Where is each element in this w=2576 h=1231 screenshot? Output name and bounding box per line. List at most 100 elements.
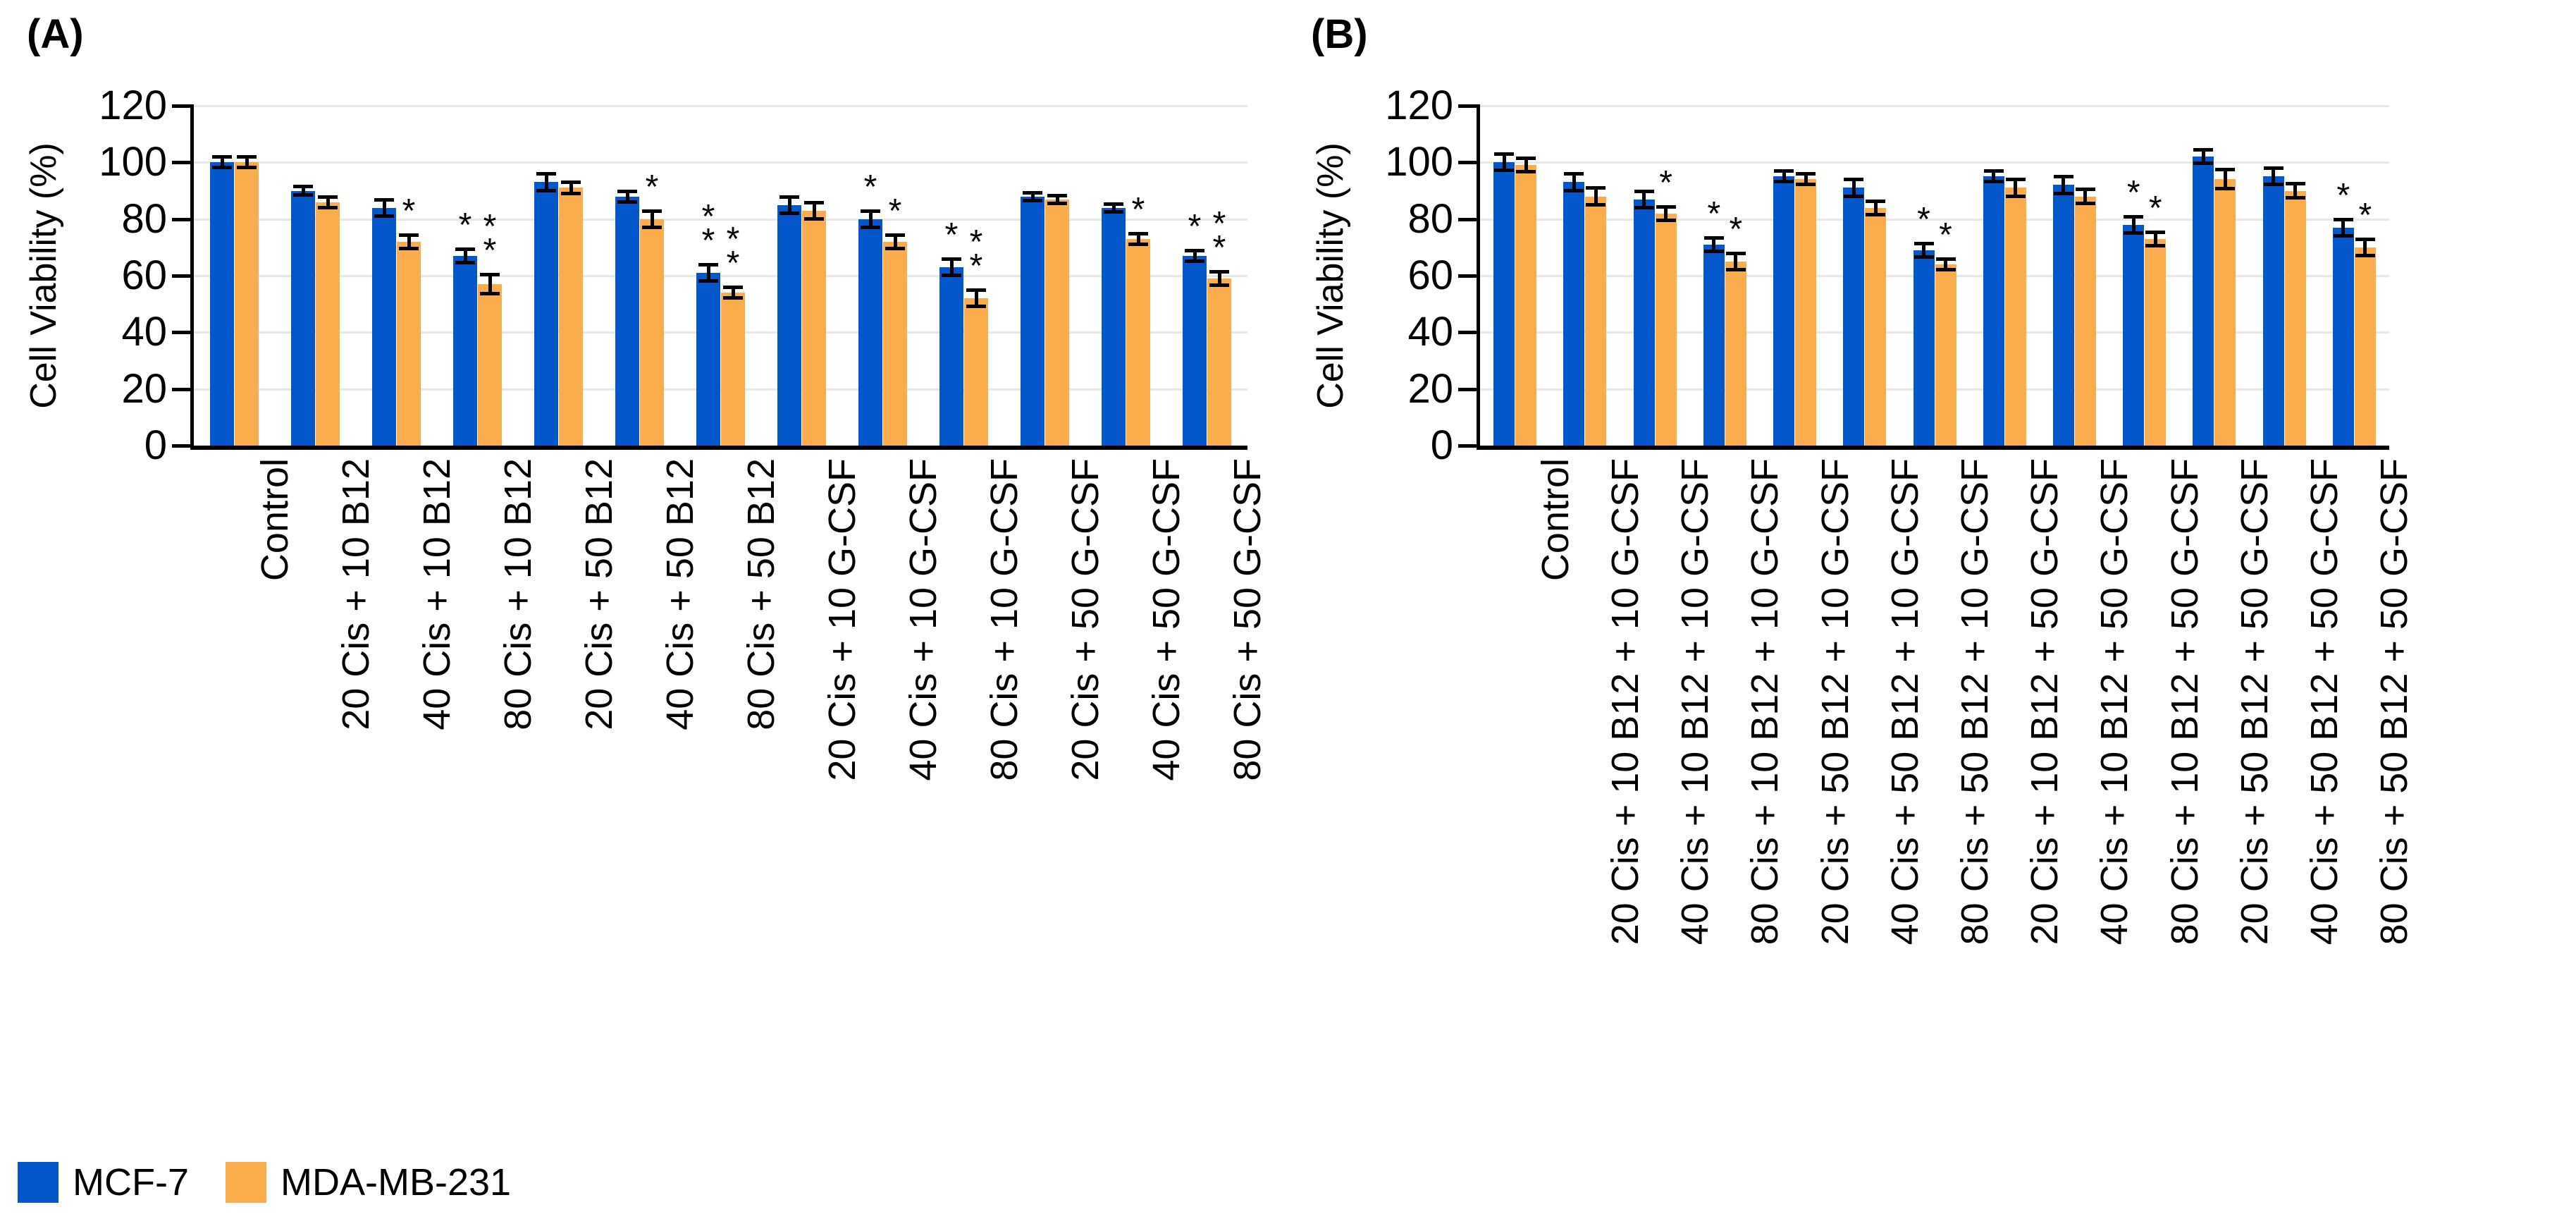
bar-mcf-7 bbox=[2193, 157, 2214, 446]
significance-stars: * bbox=[1648, 166, 1684, 200]
asterisk: * bbox=[1939, 216, 1952, 254]
error-bar-cap-bottom bbox=[1586, 202, 1606, 207]
bar-mda-mb-231 bbox=[883, 241, 907, 446]
x-category-label: 40 Cis + 10 B12 + 10 G-CSF bbox=[1674, 458, 1717, 945]
error-bar-cap-bottom bbox=[561, 191, 581, 195]
x-category-label: 40 Cis + 50 G-CSF bbox=[1145, 458, 1188, 781]
gridline bbox=[1480, 331, 2389, 334]
bar-mda-mb-231 bbox=[316, 202, 340, 446]
error-bar-line bbox=[1851, 179, 1856, 197]
y-tick-mark bbox=[1458, 161, 1477, 165]
error-bar-cap-bottom bbox=[293, 192, 313, 197]
error-bar-line bbox=[787, 196, 791, 214]
bar-mcf-7 bbox=[291, 190, 315, 446]
bar-mcf-7 bbox=[1563, 182, 1585, 446]
error-bar-cap-bottom bbox=[2193, 161, 2214, 166]
error-bar-line bbox=[1734, 252, 1738, 270]
y-axis-line bbox=[190, 104, 194, 446]
bar-mcf-7 bbox=[1021, 196, 1044, 446]
error-bar-cap-top bbox=[1935, 257, 1956, 261]
y-tick-mark bbox=[172, 444, 190, 448]
legend-swatch-mcf7 bbox=[18, 1162, 58, 1203]
error-bar-line bbox=[949, 258, 954, 276]
significance-stars: * bbox=[2348, 198, 2383, 232]
significance-stars: * bbox=[934, 218, 969, 252]
error-bar-line bbox=[2341, 219, 2346, 236]
gridline bbox=[1480, 218, 2389, 221]
panel-label: (B) bbox=[1311, 11, 1368, 57]
y-axis-line bbox=[1477, 104, 1480, 446]
error-bar-cap-bottom bbox=[779, 211, 799, 215]
error-bar-cap-bottom bbox=[1725, 267, 1746, 271]
error-bar-cap-top bbox=[1983, 169, 2004, 173]
asterisk: * bbox=[1131, 190, 1145, 228]
error-bar-line bbox=[245, 157, 249, 169]
error-bar-cap-top bbox=[318, 195, 338, 199]
error-bar-line bbox=[1136, 233, 1140, 245]
error-bar-cap-top bbox=[2355, 237, 2375, 241]
error-bar-line bbox=[868, 210, 873, 228]
legend-item-mcf7: MCF-7 bbox=[18, 1162, 189, 1203]
asterisk: * bbox=[1917, 200, 1930, 238]
error-bar-cap-bottom bbox=[642, 225, 662, 229]
error-bar-cap-bottom bbox=[1935, 267, 1956, 271]
error-bar-cap-top bbox=[1516, 157, 1536, 161]
significance-stars: * bbox=[877, 194, 913, 228]
error-bar-cap-top bbox=[1656, 204, 1676, 209]
bar-mcf-7 bbox=[1493, 162, 1515, 446]
error-bar-cap-top bbox=[642, 209, 662, 213]
y-tick-label: 40 bbox=[1407, 309, 1453, 355]
x-category-label: 80 Cis + 10 B12 + 10 G-CSF bbox=[1744, 458, 1787, 945]
error-bar-cap-bottom bbox=[455, 260, 475, 264]
error-bar-cap-top bbox=[1128, 231, 1148, 235]
error-bar-cap-bottom bbox=[2333, 233, 2353, 238]
error-bar-line bbox=[974, 290, 978, 307]
error-bar-line bbox=[407, 234, 411, 249]
error-bar-cap-bottom bbox=[1047, 201, 1067, 205]
error-bar-line bbox=[1055, 195, 1059, 204]
error-bar-cap-bottom bbox=[1104, 209, 1123, 214]
asterisk: * bbox=[726, 221, 740, 259]
bar-mcf-7 bbox=[1843, 188, 1865, 446]
error-bar-cap-bottom bbox=[374, 214, 394, 218]
bar-mda-mb-231 bbox=[1515, 165, 1537, 446]
error-bar-line bbox=[2131, 216, 2136, 233]
bar-mcf-7 bbox=[858, 219, 882, 446]
significance-stars: * bbox=[2326, 178, 2361, 212]
bar-mcf-7 bbox=[1983, 176, 2004, 446]
error-bar-cap-bottom bbox=[2355, 253, 2375, 257]
error-bar-cap-bottom bbox=[2145, 243, 2166, 247]
error-bar-cap-top bbox=[455, 247, 475, 251]
error-bar-line bbox=[1524, 158, 1528, 173]
error-bar-cap-top bbox=[237, 155, 257, 159]
gridline bbox=[194, 161, 1247, 164]
x-category-label: Control bbox=[1534, 458, 1577, 582]
error-bar-line bbox=[1217, 271, 1221, 286]
x-category-label: 40 Cis + 50 B12 + 50 G-CSF bbox=[2303, 458, 2346, 945]
asterisk: * bbox=[483, 231, 497, 269]
y-tick-label: 0 bbox=[144, 422, 167, 468]
bar-mda-mb-231 bbox=[1865, 207, 1887, 446]
error-bar-cap-bottom bbox=[2005, 194, 2026, 198]
error-bar-cap-top bbox=[1634, 189, 1654, 193]
error-bar-cap-top bbox=[617, 189, 637, 193]
error-bar-cap-bottom bbox=[237, 166, 257, 170]
y-tick-label: 40 bbox=[121, 309, 167, 355]
y-tick-label: 20 bbox=[121, 365, 167, 412]
y-tick-mark bbox=[1458, 104, 1477, 108]
error-bar-line bbox=[812, 202, 816, 219]
error-bar-cap-top bbox=[885, 233, 905, 237]
bar-mda-mb-231 bbox=[721, 293, 745, 446]
gridline bbox=[194, 275, 1247, 277]
bar-mda-mb-231 bbox=[1045, 199, 1069, 446]
significance-stars: * bbox=[1928, 216, 1964, 254]
gridline bbox=[1480, 275, 2389, 277]
error-bar-cap-bottom bbox=[1913, 255, 1934, 259]
error-bar-cap-top bbox=[1913, 241, 1934, 245]
x-category-label: 20 Cis + 10 G-CSF bbox=[820, 458, 863, 781]
x-axis-line bbox=[1477, 446, 2389, 450]
bar-mcf-7 bbox=[939, 267, 963, 446]
error-bar-cap-top bbox=[1047, 193, 1067, 197]
x-category-label: 40 Cis + 10 B12 + 50 G-CSF bbox=[2093, 458, 2136, 945]
error-bar-cap-bottom bbox=[1209, 283, 1229, 288]
